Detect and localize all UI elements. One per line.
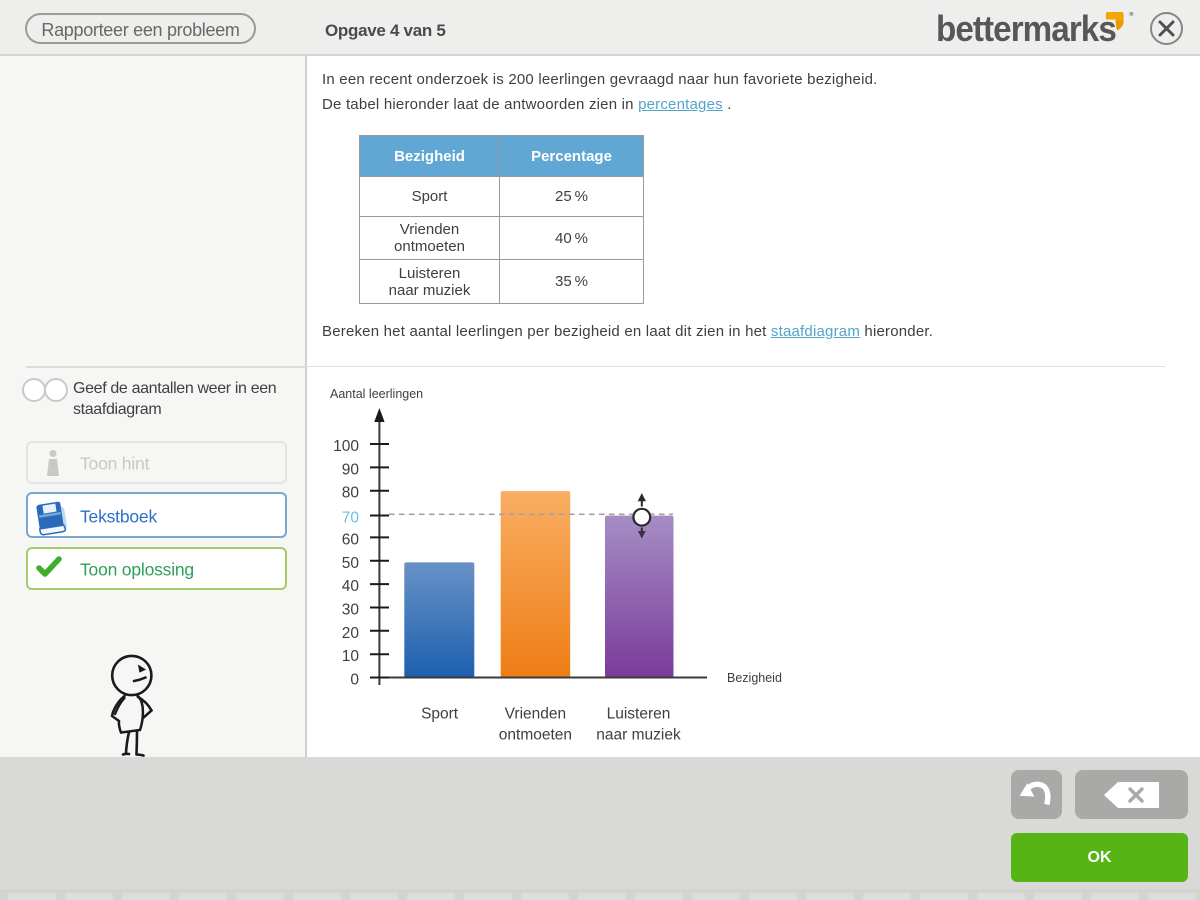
svg-text:Vrienden: Vrienden xyxy=(505,706,566,723)
svg-text:20: 20 xyxy=(342,625,360,642)
svg-text:80: 80 xyxy=(342,485,360,502)
svg-text:30: 30 xyxy=(342,602,360,619)
svg-text:70: 70 xyxy=(342,510,360,527)
svg-text:Bezigheid: Bezigheid xyxy=(727,671,782,685)
svg-text:40: 40 xyxy=(342,578,360,595)
svg-text:naar muziek: naar muziek xyxy=(596,727,681,744)
svg-text:ontmoeten: ontmoeten xyxy=(499,727,572,744)
svg-text:10: 10 xyxy=(342,648,360,665)
svg-text:Luisteren: Luisteren xyxy=(607,706,671,723)
svg-text:90: 90 xyxy=(342,461,360,478)
svg-text:100: 100 xyxy=(333,438,359,455)
svg-text:Aantal leerlingen: Aantal leerlingen xyxy=(330,387,423,401)
svg-text:0: 0 xyxy=(350,672,359,689)
svg-text:60: 60 xyxy=(342,531,360,548)
svg-text:Sport: Sport xyxy=(421,706,459,723)
svg-text:50: 50 xyxy=(342,555,360,572)
